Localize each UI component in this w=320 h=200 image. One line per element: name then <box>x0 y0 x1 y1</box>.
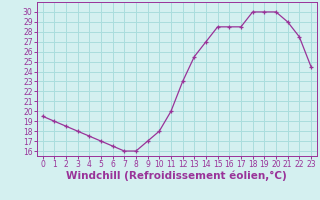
X-axis label: Windchill (Refroidissement éolien,°C): Windchill (Refroidissement éolien,°C) <box>67 171 287 181</box>
